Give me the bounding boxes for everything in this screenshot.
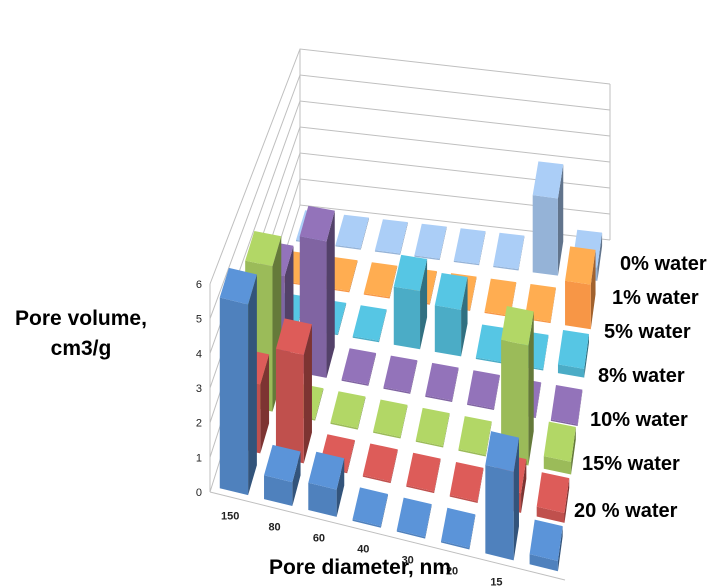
bar bbox=[565, 246, 596, 330]
bar bbox=[493, 232, 525, 271]
bar bbox=[363, 262, 398, 299]
x-axis-ticks: 15080604030201510 bbox=[221, 511, 503, 586]
bar bbox=[532, 161, 564, 276]
bar bbox=[393, 254, 428, 350]
z-tick-label: 5 bbox=[196, 314, 202, 326]
series-label: 5% water bbox=[604, 321, 691, 343]
bar bbox=[335, 214, 369, 250]
bar bbox=[374, 219, 408, 255]
bar bbox=[501, 306, 534, 466]
x-tick-label: 80 bbox=[268, 522, 280, 534]
z-tick-label: 4 bbox=[196, 348, 202, 360]
x-tick-label: 15 bbox=[490, 577, 502, 586]
z-tick-label: 0 bbox=[196, 487, 202, 499]
bar bbox=[415, 407, 450, 448]
x-axis-label: Pore diameter, nm bbox=[268, 556, 452, 579]
bar bbox=[352, 305, 387, 343]
bar bbox=[352, 487, 388, 528]
bar bbox=[396, 497, 432, 539]
bar bbox=[543, 421, 576, 475]
series-label: 8% water bbox=[598, 365, 685, 387]
bar bbox=[467, 370, 500, 410]
x-tick-label: 40 bbox=[357, 544, 369, 556]
bar bbox=[434, 272, 468, 357]
z-tick-label: 6 bbox=[196, 279, 202, 291]
bar bbox=[330, 391, 366, 430]
x-tick-label: 150 bbox=[221, 511, 239, 523]
bar bbox=[536, 472, 570, 523]
bar bbox=[449, 461, 484, 504]
bar bbox=[414, 223, 447, 261]
bar bbox=[406, 452, 441, 494]
chart-bars bbox=[219, 161, 603, 572]
bar bbox=[557, 329, 589, 378]
bar bbox=[341, 348, 377, 386]
series-label: 0% water bbox=[620, 253, 707, 275]
z-tick-label: 1 bbox=[196, 452, 202, 464]
bar bbox=[458, 416, 492, 457]
series-label: 10% water bbox=[590, 409, 688, 431]
series-label: 1% water bbox=[612, 287, 699, 309]
bar bbox=[362, 443, 398, 484]
bar bbox=[219, 267, 257, 496]
bar bbox=[264, 444, 301, 507]
bar bbox=[441, 507, 476, 550]
x-tick-label: 30 bbox=[402, 555, 414, 567]
bar bbox=[383, 355, 418, 394]
x-tick-label: 20 bbox=[446, 566, 458, 578]
x-tick-label: 60 bbox=[313, 533, 325, 545]
z-axis-label: Pore volume, cm3/g bbox=[15, 307, 147, 360]
bar bbox=[453, 228, 486, 266]
bar bbox=[373, 399, 408, 439]
floor-edge bbox=[209, 491, 566, 581]
series-label: 20 % water bbox=[574, 500, 678, 522]
bar bbox=[425, 362, 459, 402]
series-label: 15% water bbox=[582, 453, 680, 475]
bar bbox=[550, 384, 583, 427]
bar bbox=[308, 451, 345, 517]
bar bbox=[485, 431, 519, 561]
bar bbox=[529, 519, 563, 572]
z-tick-label: 2 bbox=[196, 418, 202, 430]
z-axis-ticks: 0 1 2 3 4 5 6 bbox=[196, 279, 202, 499]
z-tick-label: 3 bbox=[196, 383, 202, 395]
bar bbox=[275, 318, 312, 464]
